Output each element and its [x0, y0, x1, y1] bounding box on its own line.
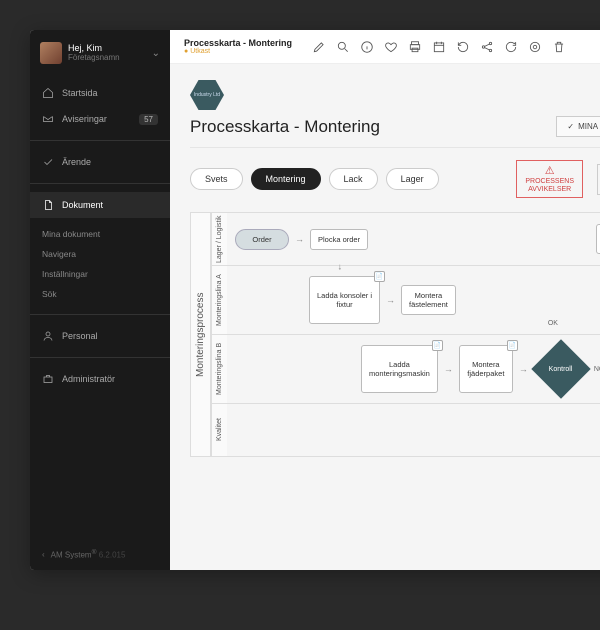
chevron-down-icon: ⌄: [152, 48, 160, 59]
nav-arende[interactable]: Ärende: [30, 149, 170, 175]
person-icon: [42, 330, 54, 342]
trash-icon[interactable]: [552, 40, 566, 54]
node-ladda-konsol[interactable]: Ladda konsoler i fixtur 📄: [309, 276, 380, 324]
lane-kvalitet: Kvalitet Ink: [211, 404, 600, 457]
edit-icon[interactable]: [312, 40, 326, 54]
check-icon: ✓: [567, 122, 574, 131]
avatar: [40, 42, 62, 64]
main: Processkarta - Montering Utkast Industry…: [170, 30, 600, 570]
breadcrumb-status: Utkast: [184, 48, 292, 55]
nav-personal[interactable]: Personal: [30, 323, 170, 349]
node-montera-fast[interactable]: Montera fästelement: [401, 285, 456, 315]
content: Industry Ltd Processkarta - Montering ✓ …: [170, 64, 600, 457]
node-ladda-mont[interactable]: Ladda monteringsmaskin 📄: [361, 345, 438, 393]
avvikelser-box[interactable]: ⚠ PROCESSENS AVVIKELSER: [516, 160, 583, 198]
document-icon: 📄: [432, 340, 443, 351]
page-title: Processkarta - Montering: [190, 117, 556, 137]
tab-lack[interactable]: Lack: [329, 168, 378, 190]
nav-home[interactable]: Startsida: [30, 80, 170, 106]
search-icon[interactable]: [336, 40, 350, 54]
collapse-icon[interactable]: ‹: [42, 550, 45, 559]
info-icon[interactable]: [360, 40, 374, 54]
home-icon: [42, 87, 54, 99]
subnav-navigera[interactable]: Navigera: [30, 244, 170, 264]
refresh-icon[interactable]: [504, 40, 518, 54]
briefcase-icon: [42, 373, 54, 385]
divider: [30, 140, 170, 141]
topbar: Processkarta - Montering Utkast: [170, 30, 600, 64]
subnav-installningar[interactable]: Inställningar: [30, 264, 170, 284]
nav-dokument[interactable]: Dokument: [30, 192, 170, 218]
heart-icon[interactable]: [384, 40, 398, 54]
nav-notifications[interactable]: Aviseringar 57: [30, 106, 170, 132]
toolbar-icons: [312, 40, 566, 54]
mina-arenden-button[interactable]: ✓ MINA ÄRENDEN: [556, 116, 600, 137]
document-icon: 📄: [507, 340, 518, 351]
document-icon: [42, 199, 54, 211]
lane-logistik: Lager / Logistik Order → Plocka order Pl…: [211, 212, 600, 266]
nav-dokument-sub: Mina dokument Navigera Inställningar Sök: [30, 222, 170, 310]
document-icon: 📄: [374, 271, 385, 282]
arrow-icon: →: [295, 234, 304, 244]
subnav-mina[interactable]: Mina dokument: [30, 224, 170, 244]
history-icon[interactable]: [456, 40, 470, 54]
user-block[interactable]: Hej, Kim Företagsnamn ⌄: [30, 30, 170, 76]
share-icon[interactable]: [480, 40, 494, 54]
app-shell: Hej, Kim Företagsnamn ⌄ Startsida Aviser…: [30, 30, 600, 570]
tab-lager[interactable]: Lager: [386, 168, 439, 190]
flowchart: Monteringsprocess Lager / Logistik Order…: [190, 212, 600, 457]
inbox-icon: [42, 113, 54, 125]
node-order[interactable]: Order: [235, 229, 289, 250]
warning-icon: ⚠: [545, 165, 555, 177]
print-icon[interactable]: [408, 40, 422, 54]
company-logo: Industry Ltd: [190, 80, 224, 110]
tab-svets[interactable]: Svets: [190, 168, 243, 190]
tabs: Svets Montering Lack Lager ⚠ PROCESSENS …: [190, 160, 600, 198]
breadcrumb-title: Processkarta - Montering: [184, 38, 292, 48]
node-montera-fjader[interactable]: Montera fjäderpaket 📄: [459, 345, 513, 393]
nav-admin[interactable]: Administratör: [30, 366, 170, 392]
swimlane-main-label: Monteringsprocess: [190, 212, 211, 457]
sidebar: Hej, Kim Företagsnamn ⌄ Startsida Aviser…: [30, 30, 170, 570]
calendar-icon[interactable]: [432, 40, 446, 54]
nav-primary: Startsida Aviseringar 57: [30, 76, 170, 136]
target-icon[interactable]: [528, 40, 542, 54]
sidebar-footer: ‹ AM System® 6.2.015: [30, 539, 170, 570]
lane-a: Monteringslina A → Ladda konsoler i fixt…: [211, 266, 600, 335]
node-kontroll[interactable]: Kontroll: [531, 340, 590, 399]
check-icon: [42, 156, 54, 168]
notif-badge: 57: [139, 114, 158, 125]
tab-montering[interactable]: Montering: [251, 168, 321, 190]
edge-ok: OK: [548, 320, 558, 327]
node-place[interactable]: Place lag: [596, 224, 600, 254]
user-company: Företagsnamn: [68, 54, 146, 63]
node-plocka[interactable]: Plocka order: [310, 229, 368, 250]
lane-b: Monteringslina B Ladda monteringsmaskin …: [211, 335, 600, 404]
edge-nok: NOK: [594, 366, 600, 373]
subnav-sok[interactable]: Sök: [30, 284, 170, 304]
